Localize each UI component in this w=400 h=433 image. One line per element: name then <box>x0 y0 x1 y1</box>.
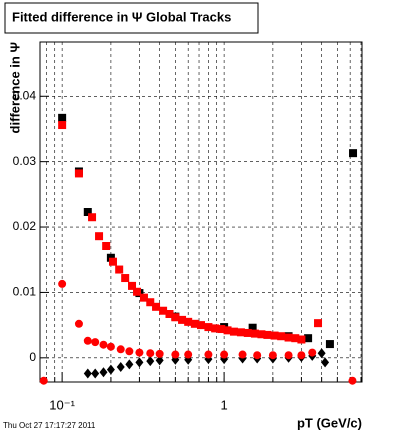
plot-frame <box>39 41 363 383</box>
square-marker <box>108 257 117 266</box>
square-marker <box>58 121 67 130</box>
circle-marker <box>155 349 164 358</box>
square-marker <box>115 265 124 274</box>
square-marker <box>184 317 193 326</box>
circle-marker <box>91 338 100 347</box>
square-marker <box>190 319 199 328</box>
square-marker <box>284 333 293 342</box>
square-marker <box>248 323 257 332</box>
circle-marker <box>135 348 144 357</box>
y-tick-label: 0.03 <box>13 154 37 168</box>
square-marker <box>146 298 155 307</box>
square-marker <box>152 302 161 311</box>
square-marker <box>83 208 92 216</box>
circle-marker <box>284 351 293 360</box>
x-tick-label: 1 <box>220 397 227 412</box>
diamond-marker <box>321 357 330 368</box>
square-marker <box>133 287 142 296</box>
square-marker <box>204 323 213 332</box>
diamond-marker <box>91 368 100 379</box>
square-marker <box>139 293 148 302</box>
square-marker <box>325 340 334 349</box>
diamond-marker <box>155 355 164 366</box>
diamond-marker <box>317 348 326 359</box>
square-marker <box>128 281 137 290</box>
square-marker <box>95 232 104 241</box>
diamond-marker <box>99 367 108 378</box>
circle-marker <box>268 351 277 360</box>
square-marker <box>223 326 232 335</box>
square-marker <box>159 306 168 315</box>
x-tick-label: 10⁻¹ <box>49 397 75 412</box>
square-marker <box>236 328 245 337</box>
title-box <box>4 2 259 34</box>
timestamp: Thu Oct 27 17:17:27 2011 <box>3 421 96 430</box>
square-marker <box>277 332 286 341</box>
circle-marker <box>106 342 115 351</box>
square-marker <box>88 213 97 222</box>
square-marker <box>263 330 272 339</box>
circle-marker <box>116 345 125 354</box>
square-marker <box>121 274 130 283</box>
y-tick-label: 0.01 <box>13 285 37 299</box>
square-marker <box>171 313 180 322</box>
square-marker <box>229 327 238 336</box>
square-marker <box>270 331 279 340</box>
square-marker <box>217 325 226 334</box>
circle-marker <box>171 350 180 359</box>
square-marker <box>297 335 306 344</box>
diamond-marker <box>106 364 115 375</box>
circle-marker <box>348 376 357 385</box>
circle-marker <box>125 347 134 356</box>
circle-marker <box>74 319 83 328</box>
diamond-marker <box>83 368 92 379</box>
square-marker <box>304 334 313 343</box>
diamond-marker <box>125 359 134 370</box>
square-marker <box>197 321 206 330</box>
circle-marker <box>308 348 317 357</box>
square-marker <box>211 324 220 333</box>
circle-marker <box>253 351 262 360</box>
circle-marker <box>184 350 193 359</box>
square-marker <box>102 242 111 250</box>
square-marker <box>74 169 83 178</box>
circle-marker <box>83 336 92 345</box>
square-marker <box>165 310 174 318</box>
diamond-marker <box>146 356 155 367</box>
y-tick-label: 0 <box>29 350 36 364</box>
y-tick-label: 0.04 <box>13 88 37 102</box>
circle-marker <box>99 340 108 349</box>
circle-marker <box>297 351 306 360</box>
square-marker <box>58 113 67 122</box>
square-marker <box>257 330 266 339</box>
chart-title: Fitted difference in Ψ Global Tracks <box>12 9 231 24</box>
square-marker <box>314 319 323 328</box>
square-marker <box>349 149 358 158</box>
circle-marker <box>204 350 213 359</box>
square-marker <box>250 329 259 338</box>
circle-marker <box>146 349 155 358</box>
square-marker <box>178 315 187 324</box>
circle-marker <box>39 376 48 385</box>
circle-marker <box>220 350 229 359</box>
y-tick-label: 0.02 <box>13 219 37 233</box>
diamond-marker <box>116 361 125 372</box>
square-marker <box>243 328 252 337</box>
square-marker <box>291 334 300 343</box>
circle-marker <box>238 350 247 359</box>
circle-marker <box>58 279 67 288</box>
x-axis-label: pT (GeV/c) <box>297 415 362 430</box>
diamond-marker <box>135 357 144 368</box>
y-axis-label: difference in Ψ <box>7 42 22 133</box>
